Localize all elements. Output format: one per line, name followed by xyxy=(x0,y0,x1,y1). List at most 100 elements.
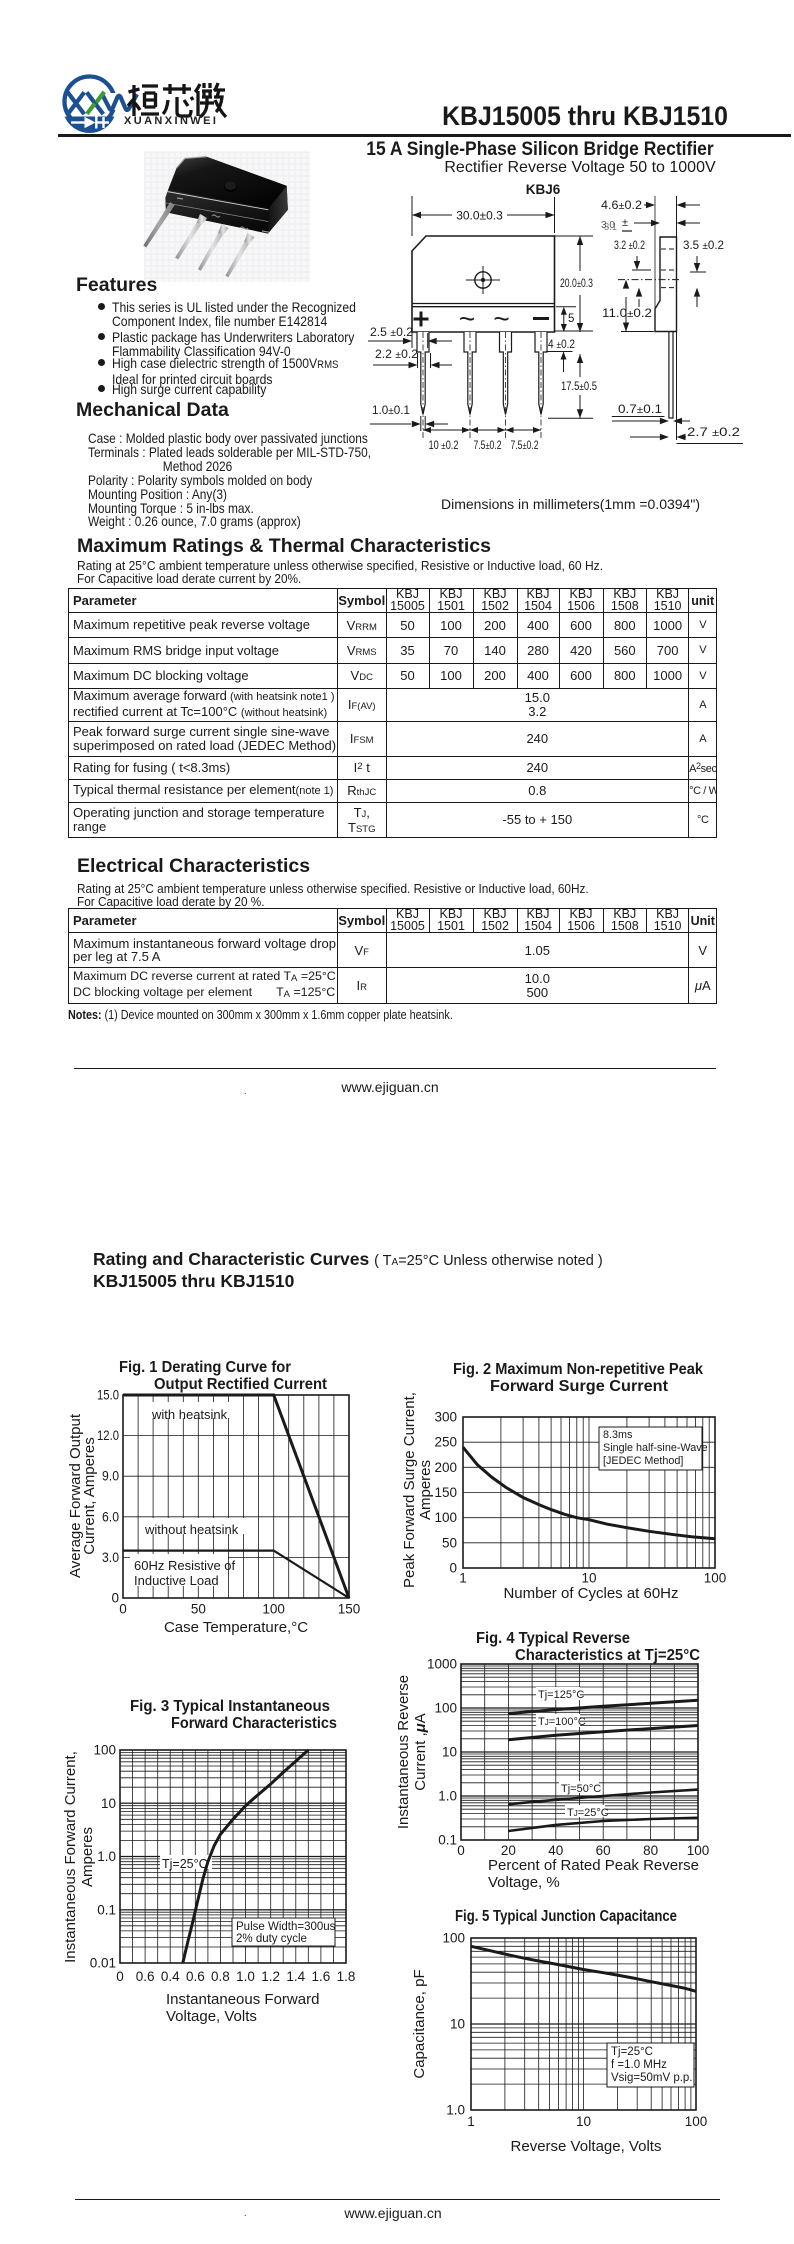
svg-text:f =1.0 MHz: f =1.0 MHz xyxy=(611,2059,667,2071)
svg-text:1: 1 xyxy=(459,1571,467,1586)
svg-text:~: ~ xyxy=(459,303,475,334)
svg-text:12.0: 12.0 xyxy=(97,1428,119,1443)
svg-text:Voltage, Volts: Voltage, Volts xyxy=(166,2008,257,2025)
svg-text:Characteristics at Tj=25°C: Characteristics at Tj=25°C xyxy=(515,1647,700,1664)
svg-text:Forward Characteristics: Forward Characteristics xyxy=(171,1715,337,1732)
svg-text:3.0: 3.0 xyxy=(102,1550,119,1565)
svg-text:300: 300 xyxy=(434,1410,457,1425)
svg-text:~: ~ xyxy=(493,303,509,334)
svg-text:0.6: 0.6 xyxy=(186,1969,205,1984)
svg-text:3.1: 3.1 xyxy=(604,221,617,233)
svg-text:11.0±0.2: 11.0 ±0.2 xyxy=(602,308,652,320)
svg-text:250: 250 xyxy=(434,1435,457,1450)
svg-text:10: 10 xyxy=(442,1745,457,1760)
svg-text:1.0: 1.0 xyxy=(236,1969,255,1984)
svg-text:15.0: 15.0 xyxy=(97,1388,119,1403)
svg-text:0.7±0.1: 0.7 ±0.1 xyxy=(618,404,662,416)
svg-text:Fig. 1 Derating Curve for: Fig. 1 Derating Curve for xyxy=(119,1359,291,1376)
svg-text:100: 100 xyxy=(442,1931,465,1946)
svg-text:Fig. 2 Maximum Non-repetitive: Fig. 2 Maximum Non-repetitive Peak xyxy=(453,1361,703,1378)
svg-text:100: 100 xyxy=(434,1510,457,1525)
svg-text:TJ=25°C: TJ=25°C xyxy=(567,1807,609,1819)
svg-text:20.0±0.3: 20.0±0.3 xyxy=(560,278,593,290)
svg-text:10: 10 xyxy=(576,2114,591,2129)
svg-text:100: 100 xyxy=(685,2114,708,2129)
svg-text:20: 20 xyxy=(501,1843,516,1858)
svg-text:0: 0 xyxy=(119,1602,127,1617)
svg-text:17.5±0.5: 17.5±0.5 xyxy=(561,381,597,393)
svg-text:10: 10 xyxy=(450,2017,465,2032)
svg-text:3.2 ±0.2: 3.2 ±0.2 xyxy=(614,240,645,252)
svg-text:Average Forward Output: Average Forward Output xyxy=(67,1413,84,1578)
svg-text:1.0: 1.0 xyxy=(438,1789,457,1804)
svg-text:0.8: 0.8 xyxy=(211,1969,230,1984)
svg-text:10: 10 xyxy=(581,1571,596,1586)
svg-text:0.6: 0.6 xyxy=(136,1969,155,1984)
svg-text:100: 100 xyxy=(434,1701,457,1716)
svg-text:Instantaneous Forward Current,: Instantaneous Forward Current, xyxy=(62,1751,79,1963)
svg-text:0.1: 0.1 xyxy=(97,1902,116,1917)
svg-text:40: 40 xyxy=(548,1843,563,1858)
svg-text:0.4: 0.4 xyxy=(161,1969,180,1984)
svg-text:1.0: 1.0 xyxy=(446,2103,465,2118)
svg-text:3.5 ±0.2: 3.5 ±0.2 xyxy=(683,240,724,252)
svg-text:2.7 ±0.2: 2.7 ±0.2 xyxy=(687,427,740,439)
svg-text:2.2 ±0.2: 2.2 ±0.2 xyxy=(375,349,418,361)
svg-text:5: 5 xyxy=(568,313,574,325)
svg-text:Fig. 4 Typical Reverse: Fig. 4 Typical Reverse xyxy=(476,1630,630,1647)
svg-text:Instantaneous Forward: Instantaneous Forward xyxy=(166,1991,319,2008)
svg-text:150: 150 xyxy=(338,1602,361,1617)
svg-text:0: 0 xyxy=(116,1969,124,1984)
svg-text:1000: 1000 xyxy=(427,1657,457,1672)
svg-text:Vsig=50mV p.p.: Vsig=50mV p.p. xyxy=(611,2072,693,2084)
svg-text:Tj=25°C: Tj=25°C xyxy=(162,1857,208,1871)
svg-text:±: ± xyxy=(622,217,628,229)
svg-text:30.0±0.3: 30.0±0.3 xyxy=(456,209,503,223)
svg-text:0.01: 0.01 xyxy=(90,1956,116,1971)
svg-text:0.1: 0.1 xyxy=(438,1833,457,1848)
svg-text:50: 50 xyxy=(442,1535,457,1550)
svg-text:100: 100 xyxy=(262,1602,285,1617)
svg-text:100: 100 xyxy=(704,1571,727,1586)
svg-text:1.8: 1.8 xyxy=(337,1969,356,1984)
svg-text:0: 0 xyxy=(449,1561,457,1576)
svg-text:Number of Cycles at 60Hz: Number of Cycles at 60Hz xyxy=(503,1585,678,1602)
svg-text:without heatsink: without heatsink xyxy=(144,1522,239,1537)
svg-text:Amperes: Amperes xyxy=(79,1827,96,1887)
svg-text:9.0: 9.0 xyxy=(102,1469,119,1484)
svg-text:2% duty cycle: 2% duty cycle xyxy=(236,1933,307,1945)
svg-text:Amperes: Amperes xyxy=(417,1460,434,1520)
svg-text:50: 50 xyxy=(191,1602,206,1617)
svg-text:TJ=100°C: TJ=100°C xyxy=(538,1716,586,1728)
svg-text:10: 10 xyxy=(101,1796,116,1811)
svg-text:Forward Surge Current: Forward Surge Current xyxy=(490,1378,669,1395)
svg-text:80: 80 xyxy=(643,1843,658,1858)
svg-text:100: 100 xyxy=(93,1743,116,1758)
svg-text:Percent of Rated Peak Reverse: Percent of Rated Peak Reverse xyxy=(488,1857,699,1874)
svg-text:2.5 ±0.2: 2.5 ±0.2 xyxy=(370,327,413,339)
svg-text:1.0: 1.0 xyxy=(97,1849,116,1864)
svg-text:Current, Amperes: Current, Amperes xyxy=(81,1437,98,1555)
svg-text:8.3ms: 8.3ms xyxy=(603,1429,633,1441)
svg-text:Single half-sine-Wave: Single half-sine-Wave xyxy=(603,1442,708,1454)
svg-text:Output Rectified Current: Output Rectified Current xyxy=(154,1376,328,1393)
svg-text:Case Temperature,°C: Case Temperature,°C xyxy=(164,1619,308,1636)
svg-text:Tj=125°C: Tj=125°C xyxy=(538,1689,584,1701)
svg-text:Inductive Load: Inductive Load xyxy=(134,1573,219,1588)
svg-text:0: 0 xyxy=(457,1843,465,1858)
svg-text:1.0±0.1: 1.0±0.1 xyxy=(372,405,410,417)
svg-text:Reverse Voltage, Volts: Reverse Voltage, Volts xyxy=(511,2138,662,2155)
svg-text:1.4: 1.4 xyxy=(286,1969,305,1984)
svg-text:200: 200 xyxy=(434,1460,457,1475)
svg-text:Voltage, %: Voltage, % xyxy=(488,1874,560,1891)
svg-text:Fig. 3 Typical Instantaneous: Fig. 3 Typical Instantaneous xyxy=(130,1698,330,1715)
svg-text:Tj=25°C: Tj=25°C xyxy=(611,2046,653,2058)
svg-text:4 ±0.2: 4 ±0.2 xyxy=(548,339,575,351)
svg-text:1.2: 1.2 xyxy=(261,1969,280,1984)
svg-text:10 ±0.2: 10 ±0.2 xyxy=(429,440,459,452)
svg-text:7.5±0.2: 7.5±0.2 xyxy=(474,440,502,452)
svg-text:Tj=50°C: Tj=50°C xyxy=(561,1783,601,1795)
svg-text:60Hz Resistive of: 60Hz Resistive of xyxy=(134,1558,236,1573)
svg-text:1.6: 1.6 xyxy=(311,1969,330,1984)
svg-text:150: 150 xyxy=(434,1485,457,1500)
